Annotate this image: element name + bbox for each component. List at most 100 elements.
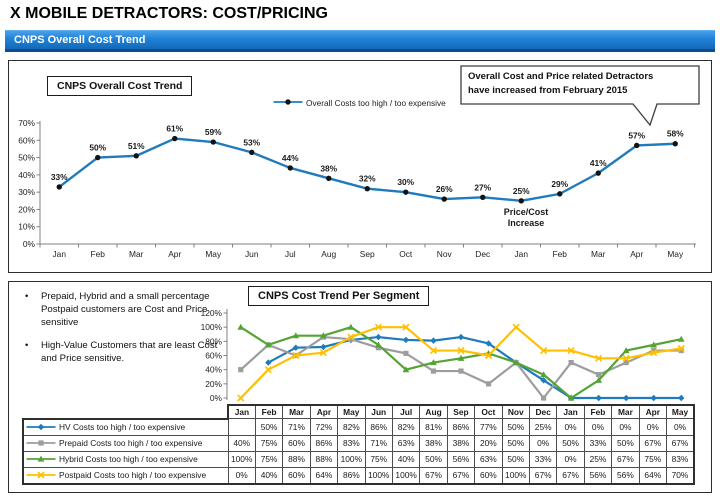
- svg-text:70%: 70%: [18, 118, 35, 128]
- value-cell: 82%: [391, 418, 421, 436]
- svg-text:60%: 60%: [18, 135, 35, 145]
- value-cell: 100%: [337, 450, 366, 468]
- value-cell: 86%: [364, 418, 393, 436]
- value-cell: 0%: [611, 418, 640, 436]
- svg-text:Mar: Mar: [129, 249, 144, 259]
- chart-title: CNPS Overall Cost Trend: [57, 80, 183, 92]
- value-cell: 64%: [638, 466, 668, 485]
- series-overall-costs: 33% 50% 51% 61% 59% 53% 44% 38% 32% 30% 26% 27% 25% 2…: [51, 124, 684, 204]
- series-key-icon: [26, 440, 56, 446]
- legend-label: Overall Costs too high / too expensive: [306, 98, 446, 108]
- svg-text:32%: 32%: [359, 174, 376, 184]
- svg-text:59%: 59%: [205, 127, 222, 137]
- svg-text:120%: 120%: [201, 308, 223, 318]
- chart-title-box: CNPS Overall Cost Trend: [47, 76, 193, 96]
- value-cell: 86%: [446, 418, 476, 436]
- value-cell: 0%: [227, 466, 256, 485]
- axes: [36, 121, 696, 248]
- month-header-cell: Sep: [446, 404, 476, 419]
- value-cell: 83%: [337, 434, 366, 452]
- chart-legend: Overall Costs too high / too expensive: [273, 97, 446, 109]
- series-line: [237, 323, 685, 402]
- table-row: Prepaid Costs too high / too expensive 40…: [22, 434, 695, 452]
- svg-text:26%: 26%: [436, 184, 453, 194]
- svg-text:60%: 60%: [205, 351, 222, 361]
- value-cell: 67%: [446, 466, 476, 485]
- svg-text:30%: 30%: [397, 177, 414, 187]
- value-cell: 0%: [528, 434, 558, 452]
- svg-text:57%: 57%: [628, 130, 645, 140]
- segment-trend-chart: 0% 20% 40% 60% 80% 100% 120%: [201, 308, 685, 403]
- series-label-cell: HV Costs too high / too expensive: [22, 417, 229, 436]
- month-header-cell: May: [337, 404, 366, 419]
- month-header-cell: Mar: [611, 404, 640, 419]
- value-cell: 50%: [611, 434, 640, 452]
- value-cell: 56%: [446, 450, 476, 468]
- value-cell: 60%: [282, 466, 311, 485]
- legend-line-marker-icon: [273, 97, 303, 109]
- svg-text:50%: 50%: [18, 153, 35, 163]
- svg-text:Jun: Jun: [245, 249, 259, 259]
- value-cell: 56%: [611, 466, 640, 485]
- value-cell: 100%: [364, 466, 393, 485]
- series-line: [238, 334, 684, 401]
- section-banner-label: CNPS Overall Cost Trend: [14, 34, 146, 46]
- value-cell: 38%: [419, 434, 448, 452]
- series-label: HV Costs too high / too expensive: [59, 422, 186, 432]
- page-title: X MOBILE DETRACTORS: COST/PRICING: [10, 5, 328, 22]
- month-header-cell: Feb: [254, 404, 284, 419]
- value-cell: 40%: [254, 466, 284, 485]
- svg-text:Oct: Oct: [399, 249, 413, 259]
- value-cell: 75%: [254, 434, 284, 452]
- callout-bubble: [460, 65, 700, 127]
- value-cell: 67%: [611, 450, 640, 468]
- value-cell: 71%: [364, 434, 393, 452]
- chart-title: CNPS Cost Trend Per Segment: [258, 290, 420, 302]
- value-cell: 50%: [556, 434, 585, 452]
- value-cell: 81%: [419, 418, 448, 436]
- svg-text:10%: 10%: [18, 222, 35, 232]
- svg-text:Jul: Jul: [285, 249, 296, 259]
- svg-text:Mar: Mar: [591, 249, 606, 259]
- value-cell: 67%: [638, 434, 668, 452]
- table-row: Hybrid Costs too high / too expensive 100…: [22, 450, 695, 468]
- month-header-cell: Oct: [474, 404, 503, 419]
- value-cell: 0%: [556, 450, 585, 468]
- overall-cost-trend-panel: 0% 10% 20% 30% 40% 50% 60% 70% Jan Feb Mar Apr May Ju…: [8, 60, 712, 273]
- value-cell: 72%: [309, 418, 339, 436]
- series-label-cell: Postpaid Costs too high / too expensive: [22, 466, 229, 485]
- value-cell: 100%: [501, 466, 530, 485]
- svg-text:May: May: [667, 249, 684, 259]
- svg-text:30%: 30%: [18, 187, 35, 197]
- value-cell: 60%: [474, 466, 503, 485]
- value-cell: 82%: [337, 418, 366, 436]
- svg-text:Feb: Feb: [91, 249, 106, 259]
- bullet-item: Prepaid, Hybrid and a small percentage P…: [19, 290, 227, 330]
- month-header-cell: Mar: [282, 404, 311, 419]
- svg-text:Apr: Apr: [630, 249, 643, 259]
- series-label-cell: Prepaid Costs too high / too expensive: [22, 434, 229, 452]
- month-header-cell: Apr: [309, 404, 339, 419]
- value-cell: 75%: [638, 450, 668, 468]
- value-cell: 40%: [391, 450, 421, 468]
- value-cell: 75%: [254, 450, 284, 468]
- value-cell: 0%: [583, 418, 613, 436]
- value-cell: 70%: [666, 466, 695, 485]
- svg-text:20%: 20%: [205, 379, 222, 389]
- month-header-cell: Feb: [583, 404, 613, 419]
- series-key-icon: [26, 423, 56, 431]
- svg-text:50%: 50%: [89, 143, 106, 153]
- segment-trend-panel: Prepaid, Hybrid and a small percentage P…: [8, 281, 712, 493]
- value-cell: 88%: [282, 450, 311, 468]
- month-header-cell: Jun: [364, 404, 393, 419]
- svg-text:80%: 80%: [205, 336, 222, 346]
- month-header-cell: Dec: [528, 404, 558, 419]
- value-cell: 25%: [583, 450, 613, 468]
- month-header-cell: Apr: [638, 404, 668, 419]
- svg-text:Sep: Sep: [360, 249, 375, 259]
- series-key-icon: [26, 455, 56, 462]
- month-header-cell: Jan: [556, 404, 585, 419]
- value-cell: 100%: [391, 466, 421, 485]
- value-cell: 50%: [501, 450, 530, 468]
- value-cell: 0%: [638, 418, 668, 436]
